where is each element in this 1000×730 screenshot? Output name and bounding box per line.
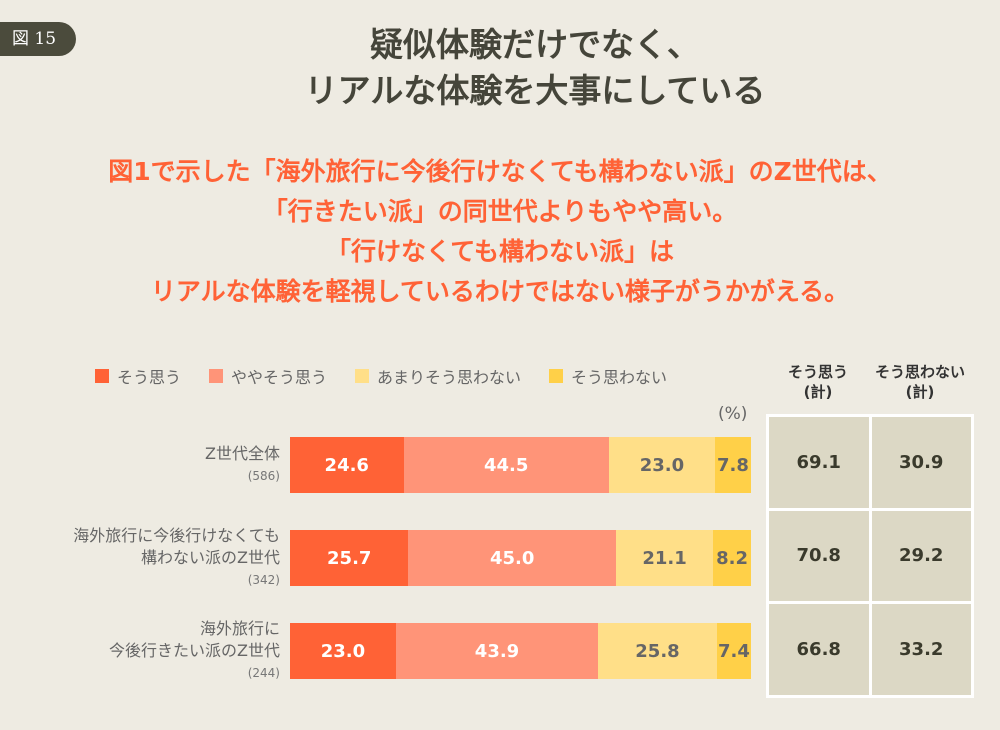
table-cell: 33.2 — [871, 604, 971, 695]
unit-label: (%) — [718, 404, 748, 424]
bar-segment: 25.8 — [598, 623, 717, 679]
row-label-line: 海外旅行に今後行けなくても — [73, 526, 280, 545]
legend-swatch — [549, 369, 564, 383]
stacked-bar: 25.7 45.0 21.1 8.2 — [290, 530, 751, 586]
table-header-disagree: そう思わない (計) — [869, 362, 971, 402]
bar-segment: 43.9 — [395, 623, 599, 679]
legend-swatch — [95, 369, 109, 383]
subtitle-line: リアルな体験を軽視しているわけではない様子がうかがえる。 — [150, 277, 850, 306]
table-cell: 69.1 — [769, 417, 869, 508]
sample-size: (244) — [247, 666, 280, 680]
legend-label: あまりそう思わない — [377, 368, 522, 387]
header-subtext: (計) — [803, 383, 833, 401]
bar-segment: 44.5 — [403, 437, 609, 493]
bar-segment: 23.0 — [290, 623, 396, 679]
header-text: そう思わない — [874, 363, 965, 381]
subtitle-line: 「行けなくても構わない派」は — [325, 237, 674, 266]
bar-segment: 24.6 — [290, 437, 404, 493]
figure-badge: 図 15 — [0, 22, 76, 56]
row-label: Z世代全体 (586) — [205, 443, 280, 487]
page-title: 疑似体験だけでなく、 リアルな体験を大事にしている — [0, 22, 1000, 114]
table-header-agree: そう思う (計) — [767, 362, 869, 402]
table-cell: 70.8 — [769, 510, 869, 602]
legend-label: そう思う — [117, 368, 182, 387]
table-cell: 30.9 — [871, 417, 971, 508]
bar-segment: 7.8 — [714, 437, 751, 493]
legend-item: ややそう思う — [209, 364, 327, 388]
title-line: リアルな体験を大事にしている — [304, 71, 766, 110]
totals-table: 69.1 30.9 70.8 29.2 66.8 33.2 — [766, 414, 974, 698]
legend-swatch — [355, 369, 370, 383]
legend-label: そう思わない — [571, 368, 668, 387]
stacked-bar: 24.6 44.5 23.0 7.8 — [290, 437, 751, 493]
row-label-line: 構わない派のZ世代 — [141, 548, 280, 567]
legend-label: ややそう思う — [231, 368, 328, 387]
legend-swatch — [209, 369, 224, 383]
subtitle-line: 「行きたい派」の同世代よりもやや高い。 — [262, 197, 738, 226]
legend: そう思う ややそう思う あまりそう思わない そう思わない — [95, 364, 667, 388]
row-label: 海外旅行に今後行きたい派のZ世代 (244) — [109, 618, 280, 684]
bar-segment: 45.0 — [408, 530, 616, 586]
title-line: 疑似体験だけでなく、 — [370, 25, 700, 64]
subtitle-line: 図1で示した「海外旅行に今後行けなくても構わない派」のZ世代は、 — [108, 157, 892, 186]
table-cell: 29.2 — [871, 510, 971, 602]
bar-segment: 21.1 — [615, 530, 714, 586]
bar-segment: 23.0 — [608, 437, 715, 493]
table-cell: 66.8 — [769, 604, 869, 695]
row-label: 海外旅行に今後行けなくても構わない派のZ世代 (342) — [73, 525, 280, 591]
sample-size: (586) — [247, 469, 280, 483]
legend-item: そう思わない — [549, 364, 667, 388]
subtitle: 図1で示した「海外旅行に今後行けなくても構わない派」のZ世代は、 「行きたい派」… — [0, 152, 1000, 312]
bar-segment: 7.4 — [716, 623, 751, 679]
row-label-line: Z世代全体 — [205, 444, 280, 463]
legend-item: あまりそう思わない — [355, 364, 521, 388]
row-label-line: 海外旅行に — [199, 619, 280, 638]
bar-segment: 25.7 — [290, 530, 409, 586]
header-subtext: (計) — [905, 383, 935, 401]
header-text: そう思う — [787, 363, 848, 381]
sample-size: (342) — [247, 573, 280, 587]
legend-item: そう思う — [95, 364, 181, 388]
row-label-line: 今後行きたい派のZ世代 — [109, 641, 280, 660]
bar-segment: 8.2 — [713, 530, 751, 586]
stacked-bar: 23.0 43.9 25.8 7.4 — [290, 623, 751, 679]
